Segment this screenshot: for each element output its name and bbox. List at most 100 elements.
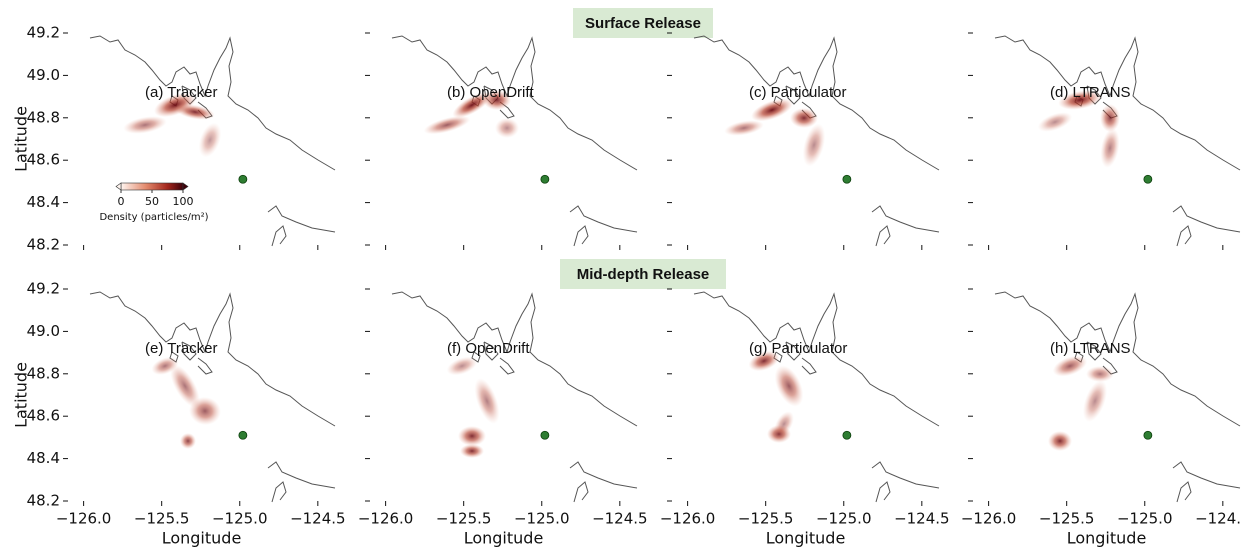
x-tick-label: −125.0 bbox=[1117, 510, 1173, 528]
x-tick-label: −124.5 bbox=[894, 510, 950, 528]
site-marker bbox=[540, 430, 550, 440]
colorbar-extend bbox=[182, 182, 189, 191]
density-patch bbox=[1100, 104, 1120, 132]
colorbar-tick-label: 100 bbox=[173, 195, 194, 208]
map-panel: (a) Tracker 48.2 48.4 48.6 48.8 49.0 49.2 Latit… bbox=[12, 24, 336, 254]
density-patch bbox=[774, 365, 804, 407]
x-tick-label: −126.0 bbox=[358, 510, 414, 528]
map-panel: (c) Particulator bbox=[667, 32, 940, 250]
density-patch bbox=[483, 90, 511, 110]
coastline bbox=[89, 291, 336, 503]
density-patch bbox=[748, 350, 780, 372]
map-panel: (b) OpenDrift bbox=[365, 32, 638, 250]
density-patch bbox=[189, 396, 221, 426]
density-patch bbox=[802, 123, 826, 167]
y-tick-label: 48.8 bbox=[27, 108, 60, 126]
y-tick-label: 48.8 bbox=[27, 364, 60, 382]
site-marker bbox=[1143, 430, 1153, 440]
colorbar-tick-label: 0 bbox=[118, 195, 125, 208]
density-patch bbox=[1058, 90, 1102, 110]
y-axis-label: Latitude bbox=[12, 362, 31, 428]
density-patch bbox=[180, 433, 196, 449]
map-panel: (g) Particulator −126.0 −125.5 −125.0 −124.5… bbox=[660, 288, 950, 548]
site-marker bbox=[1143, 174, 1153, 184]
density-patch bbox=[423, 115, 471, 135]
density-patch bbox=[1037, 112, 1073, 132]
site-marker bbox=[238, 430, 248, 440]
x-tick-label: −126.0 bbox=[961, 510, 1017, 528]
x-tick-label: −124.5 bbox=[290, 510, 346, 528]
colorbar bbox=[120, 182, 184, 191]
x-tick-label: −124.5 bbox=[1195, 510, 1241, 528]
map-panel: (e) Tracker 48.2 48.4 48.6 48.8 49.0 49.2 −126.… bbox=[12, 280, 346, 548]
density-patch bbox=[774, 411, 794, 437]
row-title-box bbox=[560, 259, 726, 289]
x-tick-label: −125.5 bbox=[1039, 510, 1095, 528]
y-tick-label: 48.2 bbox=[27, 236, 60, 254]
y-tick-label: 49.2 bbox=[27, 280, 60, 298]
panel-label: (f) OpenDrift bbox=[447, 340, 530, 357]
density-patch bbox=[474, 378, 500, 424]
coastline bbox=[391, 291, 638, 503]
x-tick-label: −125.5 bbox=[738, 510, 794, 528]
density-patch bbox=[446, 356, 478, 376]
density-patch bbox=[123, 116, 167, 134]
density-patch bbox=[175, 104, 215, 120]
x-tick-label: −125.5 bbox=[134, 510, 190, 528]
density-patch bbox=[790, 108, 818, 128]
panel-label: (e) Tracker bbox=[145, 340, 218, 357]
density-patch bbox=[724, 120, 764, 136]
y-tick-label: 49.2 bbox=[27, 24, 60, 42]
density-patch bbox=[1086, 366, 1114, 382]
x-tick-label: −125.5 bbox=[436, 510, 492, 528]
density-patch bbox=[198, 122, 222, 158]
colorbar-tick-label: 50 bbox=[145, 195, 159, 208]
panel-label: (h) LTRANS bbox=[1050, 340, 1131, 357]
density-patch bbox=[1082, 380, 1108, 422]
coastline bbox=[994, 291, 1241, 503]
row-title: Surface Release bbox=[585, 15, 701, 32]
density-patch bbox=[495, 118, 519, 138]
map-panel: (h) LTRANS −126.0 −125.5 −125.0 −124.5 Longit… bbox=[961, 288, 1241, 548]
density-patch bbox=[460, 444, 484, 458]
x-tick-label: −124.5 bbox=[592, 510, 648, 528]
y-tick-label: 48.4 bbox=[27, 449, 60, 467]
density-patch bbox=[751, 98, 793, 122]
site-marker bbox=[842, 430, 852, 440]
x-axis-label: Longitude bbox=[766, 529, 846, 548]
x-tick-label: −125.0 bbox=[514, 510, 570, 528]
x-tick-label: −125.0 bbox=[816, 510, 872, 528]
site-marker bbox=[540, 174, 550, 184]
panel-label: (g) Particulator bbox=[749, 340, 847, 357]
x-tick-label: −125.0 bbox=[212, 510, 268, 528]
density-patch bbox=[1052, 355, 1088, 377]
y-tick-label: 49.0 bbox=[27, 66, 60, 84]
y-tick-label: 48.6 bbox=[27, 407, 60, 425]
coastline bbox=[391, 35, 638, 247]
density-patch bbox=[1048, 431, 1072, 451]
y-tick-label: 48.4 bbox=[27, 193, 60, 211]
density-patch bbox=[170, 364, 200, 408]
panel-label: (c) Particulator bbox=[749, 84, 847, 101]
panel-label: (b) OpenDrift bbox=[447, 84, 535, 101]
panel-label: (a) Tracker bbox=[145, 84, 218, 101]
y-tick-label: 49.0 bbox=[27, 322, 60, 340]
map-panel: (f) OpenDrift −126.0 −125.5 −125.0 −124.5 Lon… bbox=[358, 288, 648, 548]
row-title-box bbox=[573, 8, 713, 38]
x-axis-label: Longitude bbox=[162, 529, 242, 548]
map-panel: (d) LTRANS bbox=[968, 32, 1241, 250]
y-tick-label: 48.2 bbox=[27, 492, 60, 510]
x-tick-label: −126.0 bbox=[56, 510, 112, 528]
row-title: Mid-depth Release bbox=[577, 266, 710, 283]
panel-label: (d) LTRANS bbox=[1050, 84, 1131, 101]
y-axis-label: Latitude bbox=[12, 106, 31, 172]
site-marker bbox=[238, 174, 248, 184]
coastline bbox=[693, 291, 940, 503]
density-patch bbox=[1100, 128, 1120, 168]
density-patch bbox=[458, 426, 486, 446]
density-patch bbox=[452, 92, 492, 118]
x-axis-label: Longitude bbox=[464, 529, 544, 548]
x-tick-label: −126.0 bbox=[660, 510, 716, 528]
y-tick-label: 48.6 bbox=[27, 151, 60, 169]
